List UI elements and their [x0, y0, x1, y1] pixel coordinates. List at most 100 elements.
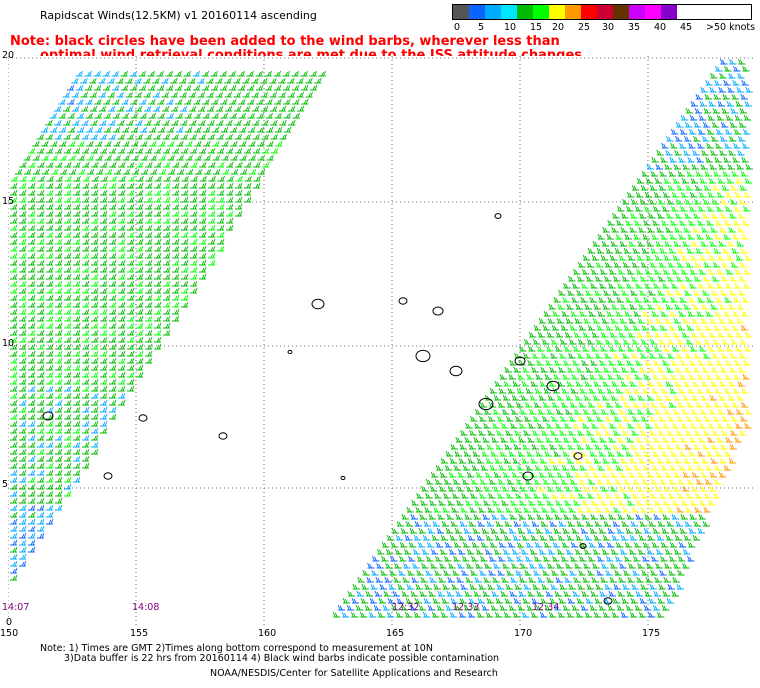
wind-barb [149, 168, 158, 175]
wind-barb [55, 462, 63, 469]
wind-barb [28, 203, 36, 210]
wind-barb [82, 280, 90, 287]
wind-barb [37, 182, 45, 189]
wind-barb [613, 338, 622, 345]
wind-barb [37, 280, 45, 287]
wind-barb [684, 198, 693, 205]
island-outline [478, 397, 494, 411]
wind-barb [702, 198, 711, 205]
wind-barb [672, 408, 681, 415]
wind-barb [226, 224, 234, 231]
wind-barb [100, 252, 108, 259]
wind-barb [710, 226, 718, 233]
wind-barb [210, 70, 219, 77]
wind-barb [700, 485, 708, 492]
wind-barb [136, 224, 144, 231]
wind-barb [663, 177, 672, 184]
wind-barb [190, 196, 198, 203]
wind-barb [243, 119, 251, 126]
wind-barb [645, 576, 653, 583]
wind-barb [612, 520, 620, 527]
wind-barb [19, 525, 27, 532]
wind-barb [733, 219, 741, 226]
wind-barb [136, 350, 144, 357]
wind-barb [190, 287, 198, 294]
wind-barb [10, 553, 18, 560]
wind-barb [603, 289, 611, 296]
wind-barb [63, 147, 72, 154]
wind-barb [558, 289, 566, 296]
wind-barb [46, 329, 54, 336]
wind-barb [157, 126, 166, 133]
wind-barb [238, 126, 247, 133]
wind-barb [705, 310, 713, 317]
wind-barb [554, 436, 562, 443]
wind-barb [46, 448, 54, 455]
wind-barb [154, 343, 162, 350]
wind-barb [687, 464, 696, 471]
wind-barb [49, 126, 58, 133]
wind-barb [598, 527, 607, 534]
wind-barb [55, 490, 63, 497]
wind-barb [385, 562, 393, 569]
wind-barb [230, 154, 238, 161]
wind-barb [552, 541, 561, 548]
wind-barb [82, 350, 90, 357]
wind-barb [108, 133, 116, 140]
wind-barb [229, 112, 237, 119]
wind-barb [656, 534, 665, 541]
wind-barb [650, 324, 659, 331]
wind-barb [657, 520, 665, 527]
wind-barb [696, 233, 704, 240]
wind-barb [479, 401, 488, 408]
wind-barb [109, 252, 117, 259]
wind-barb [373, 604, 382, 611]
wind-barb [600, 422, 608, 429]
wind-barb [210, 84, 219, 91]
wind-barb [100, 245, 108, 252]
wind-barb [519, 422, 527, 429]
wind-barb [10, 203, 18, 210]
wind-barb [154, 175, 162, 182]
wind-barb [147, 70, 156, 77]
wind-barb [700, 86, 708, 93]
wind-barb [253, 182, 261, 189]
wind-barb [55, 399, 63, 406]
wind-barb [172, 252, 180, 259]
wind-barb [99, 119, 107, 126]
wind-barb [606, 233, 614, 240]
wind-barb [483, 422, 491, 429]
wind-barb [562, 604, 571, 611]
wind-barb [678, 555, 686, 562]
wind-barb [695, 415, 703, 422]
wind-barb [716, 191, 725, 198]
wind-barb [660, 233, 668, 240]
wind-barb [684, 520, 692, 527]
wind-barb [127, 175, 135, 182]
wind-barb [212, 168, 221, 175]
wind-barb [717, 408, 726, 415]
wind-barb [219, 70, 228, 77]
wind-barb [55, 231, 63, 238]
wind-barb [675, 198, 684, 205]
wind-barb [139, 112, 147, 119]
wind-barb [725, 268, 734, 275]
wind-barb [722, 170, 730, 177]
wind-barb [411, 576, 419, 583]
wind-barb [559, 506, 567, 513]
wind-barb [537, 499, 545, 506]
wind-barb [109, 357, 117, 364]
wind-barb [519, 499, 527, 506]
wind-barb [501, 499, 509, 506]
wind-barb [37, 497, 45, 504]
wind-barb [704, 324, 713, 331]
wind-barb [202, 126, 211, 133]
wind-barb [520, 548, 529, 555]
wind-barb [463, 450, 471, 457]
wind-barb [581, 513, 589, 520]
wind-barb [144, 133, 152, 140]
wind-barb [550, 506, 558, 513]
wind-barb [733, 373, 741, 380]
wind-barb [454, 604, 463, 611]
wind-barb [736, 86, 744, 93]
